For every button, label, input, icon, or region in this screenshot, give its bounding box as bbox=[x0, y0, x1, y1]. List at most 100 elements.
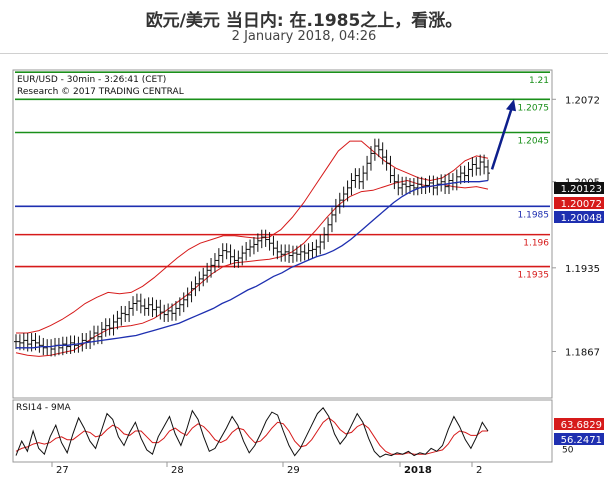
level-label: 1.196 bbox=[523, 239, 549, 249]
candle bbox=[267, 232, 272, 251]
x-tick-label: 28 bbox=[171, 465, 184, 476]
candle bbox=[248, 239, 253, 257]
forecast-arrow bbox=[490, 99, 516, 170]
candle bbox=[115, 310, 120, 330]
candle bbox=[411, 178, 416, 196]
candle bbox=[209, 257, 214, 278]
candle bbox=[482, 154, 487, 175]
y-tick-label: 1.1867 bbox=[565, 347, 600, 358]
candle bbox=[119, 305, 124, 326]
candle bbox=[127, 301, 132, 322]
page-title: 欧元/美元 当日内: 在.1985之上，看涨。 bbox=[145, 11, 463, 31]
level-label: 1.1935 bbox=[518, 271, 550, 281]
candle bbox=[357, 168, 362, 190]
rsi-lines: 50 63.6829 56.2471 bbox=[15, 407, 604, 458]
level-label: 1.21 bbox=[529, 76, 549, 86]
candle bbox=[326, 217, 331, 242]
x-tick-label: 2018 bbox=[404, 465, 432, 476]
candle bbox=[228, 244, 233, 265]
candle bbox=[298, 244, 303, 262]
candle bbox=[189, 281, 194, 303]
rsi-value-tag-bg bbox=[554, 433, 604, 445]
candle bbox=[162, 304, 167, 322]
candle bbox=[220, 243, 225, 263]
y-tick-label: 1.2072 bbox=[565, 95, 600, 106]
candle bbox=[193, 276, 198, 297]
candle bbox=[150, 297, 155, 318]
candle bbox=[462, 165, 467, 183]
candle bbox=[197, 271, 202, 292]
candle bbox=[478, 154, 483, 176]
candle bbox=[111, 314, 116, 336]
candle bbox=[166, 303, 171, 322]
candle bbox=[287, 244, 292, 263]
candle bbox=[392, 168, 397, 190]
candle bbox=[244, 241, 249, 261]
price-tag-bg bbox=[554, 197, 604, 209]
candle bbox=[158, 299, 163, 320]
candle bbox=[37, 335, 42, 353]
candle bbox=[271, 235, 276, 256]
candle bbox=[134, 293, 139, 311]
candle bbox=[251, 237, 256, 255]
candle bbox=[466, 162, 471, 183]
candle bbox=[154, 299, 159, 318]
level-label: 1.2075 bbox=[518, 103, 550, 113]
candle bbox=[329, 207, 334, 233]
forecast-arrow-head bbox=[506, 99, 516, 112]
candle bbox=[170, 303, 175, 321]
candle bbox=[236, 250, 241, 268]
rsi-y-tick-label: 50 bbox=[562, 445, 574, 455]
candle bbox=[396, 174, 401, 196]
price-tag-label: 1.20072 bbox=[561, 199, 602, 210]
price-tag-bg bbox=[554, 182, 604, 194]
candle bbox=[341, 186, 346, 208]
candle bbox=[365, 155, 370, 181]
level-label: 1.2045 bbox=[518, 137, 550, 147]
candle bbox=[368, 146, 373, 171]
candle bbox=[131, 296, 136, 316]
candle bbox=[361, 165, 366, 190]
candle bbox=[458, 165, 463, 185]
candle bbox=[177, 297, 182, 316]
candle bbox=[306, 243, 311, 261]
band-upper bbox=[16, 140, 489, 334]
price-tag-label: 1.20048 bbox=[561, 213, 602, 224]
candle bbox=[302, 244, 307, 261]
x-axis-ticks: 27 28 29 2018 2 bbox=[51, 462, 482, 476]
price-tag-bg bbox=[554, 211, 604, 223]
candle bbox=[372, 138, 377, 161]
candle bbox=[232, 249, 237, 268]
price-tag-label: 1.20123 bbox=[561, 184, 602, 195]
rsi-value-tag-label: 56.2471 bbox=[561, 435, 602, 446]
candle bbox=[107, 318, 112, 336]
rsi-value-tag-bg bbox=[554, 418, 604, 430]
candle bbox=[415, 176, 420, 196]
candle bbox=[173, 301, 178, 321]
candle bbox=[259, 229, 264, 249]
candle bbox=[290, 245, 295, 263]
rsi-ma-line bbox=[15, 417, 488, 455]
candle bbox=[84, 333, 89, 350]
candle bbox=[275, 240, 280, 260]
candle bbox=[123, 305, 128, 322]
ma-line bbox=[16, 179, 489, 349]
candle bbox=[294, 245, 299, 262]
candle bbox=[138, 293, 143, 314]
candle bbox=[185, 287, 190, 308]
candle bbox=[224, 243, 229, 260]
candle bbox=[201, 267, 206, 287]
candle bbox=[349, 173, 354, 196]
rsi-label: RSI14 - 9MA bbox=[16, 403, 72, 413]
candle bbox=[181, 292, 186, 313]
candle bbox=[314, 239, 319, 257]
candle bbox=[322, 227, 327, 250]
candle bbox=[240, 245, 245, 266]
x-tick-label: 27 bbox=[56, 465, 69, 476]
candle bbox=[345, 180, 350, 202]
candle bbox=[380, 142, 385, 165]
forecast-arrow-shaft bbox=[490, 106, 514, 170]
level-label: 1.1985 bbox=[518, 210, 550, 220]
